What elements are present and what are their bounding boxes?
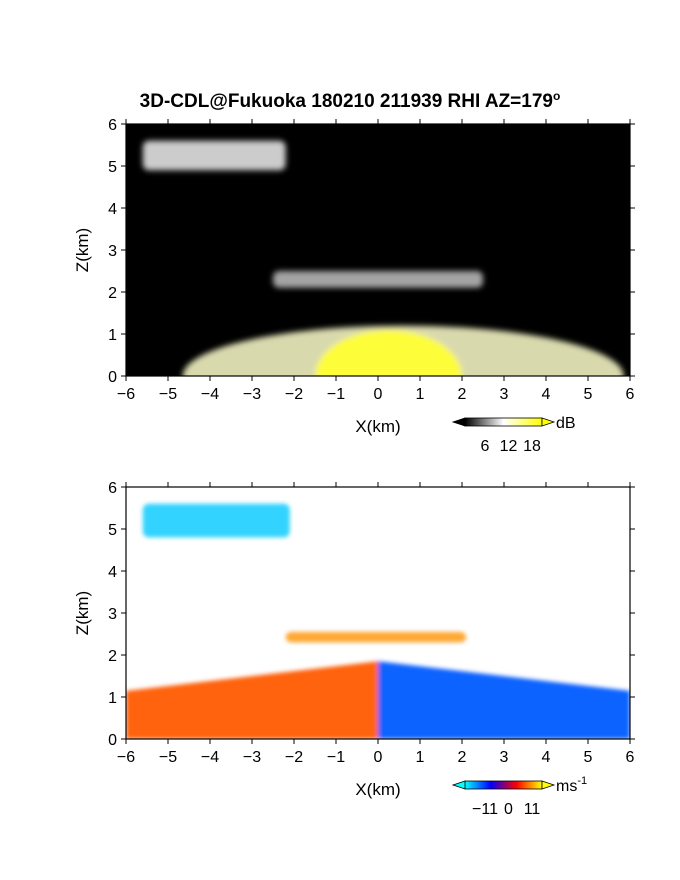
velocity-colorbar: ms-1 −11 0 11: [451, 775, 587, 818]
chart-title-text: 3D-CDL@Fukuoka 180210 211939 RHI AZ=179: [140, 91, 553, 112]
x-tick-label: −1: [327, 749, 345, 766]
colorbar-low-arrow: [451, 417, 466, 427]
x-tick-label: 0: [374, 749, 383, 766]
x-tick-label: −2: [285, 386, 303, 403]
x-tick-label: −2: [285, 749, 303, 766]
colorbar-unit-text: dB: [556, 415, 576, 432]
y-tick-label: 6: [108, 117, 117, 134]
reflectivity-echoes: [142, 140, 624, 376]
colorbar-tick-label: 11: [524, 801, 541, 818]
echo-region: [126, 661, 378, 739]
velocity-y-axis-label: Z(km): [73, 591, 92, 635]
colorbar-unit-text: ms: [556, 778, 577, 795]
x-tick-label: 5: [584, 749, 593, 766]
colorbar-ramp: [464, 780, 543, 790]
reflectivity-x-axis-label: X(km): [355, 417, 400, 436]
colorbar-tick-label: −11: [472, 801, 498, 818]
x-tick-label: 1: [416, 386, 425, 403]
colorbar-unit: dB: [556, 415, 576, 432]
x-tick-label: 4: [542, 386, 551, 403]
x-tick-label: −6: [117, 386, 135, 403]
reflectivity-axes: −6 −5 −4 −3 −2 −1 0 1 2 3 4 5 6 0 1 2 3 4 5 6: [108, 117, 635, 403]
x-tick-label: 4: [542, 749, 551, 766]
echo-region: [285, 631, 467, 643]
echo-region: [142, 503, 290, 538]
x-tick-label: 1: [416, 749, 425, 766]
y-tick-label: 3: [108, 606, 117, 623]
x-tick-label: −4: [201, 386, 219, 403]
velocity-x-axis-label: X(km): [355, 780, 400, 799]
y-tick-label: 1: [108, 327, 117, 344]
x-tick-label: 3: [500, 749, 509, 766]
x-tick-label: 6: [626, 749, 635, 766]
x-tick-label: −5: [159, 386, 177, 403]
x-tick-label: 6: [626, 386, 635, 403]
colorbar-ramp: [464, 417, 543, 427]
x-tick-label: 2: [458, 386, 467, 403]
colorbar-low-arrow: [451, 780, 466, 790]
y-tick-label: 6: [108, 480, 117, 497]
echo-region: [273, 271, 483, 288]
colorbar-tick-label: 12: [500, 438, 518, 455]
velocity-axes: −6 −5 −4 −3 −2 −1 0 1 2 3 4 5 6 0 1 2 3 4 5 6: [108, 480, 635, 766]
echo-region: [378, 661, 630, 739]
y-tick-label: 5: [108, 522, 117, 539]
y-tick-label: 3: [108, 243, 117, 260]
reflectivity-y-axis-label: Z(km): [73, 228, 92, 272]
velocity-panel: −6 −5 −4 −3 −2 −1 0 1 2 3 4 5 6 0 1 2 3 4 5 6 X(km) Z(km) m…: [73, 480, 635, 818]
reflectivity-colorbar: dB 6 12 18: [451, 415, 576, 455]
colorbar-unit: ms-1: [556, 775, 587, 795]
colorbar-high-arrow: [541, 780, 556, 790]
x-tick-label: 2: [458, 749, 467, 766]
y-tick-label: 0: [108, 732, 117, 749]
colorbar-tick-label: 0: [504, 801, 513, 818]
x-tick-label: −1: [327, 386, 345, 403]
colorbar-tick-label: 18: [523, 438, 541, 455]
x-tick-label: −6: [117, 749, 135, 766]
colorbar-unit-exponent: -1: [577, 775, 587, 787]
echo-region: [142, 140, 286, 171]
y-tick-label: 4: [108, 201, 117, 218]
y-tick-label: 2: [108, 285, 117, 302]
chart-title: 3D-CDL@Fukuoka 180210 211939 RHI AZ=179o: [140, 89, 561, 112]
x-tick-label: 0: [374, 386, 383, 403]
x-tick-label: −3: [243, 386, 261, 403]
colorbar-high-arrow: [541, 417, 556, 427]
x-tick-label: −4: [201, 749, 219, 766]
x-tick-label: −5: [159, 749, 177, 766]
y-tick-label: 5: [108, 159, 117, 176]
echo-region: [315, 329, 462, 376]
x-tick-label: 3: [500, 386, 509, 403]
colorbar-tick-label: 6: [481, 438, 490, 455]
y-tick-label: 4: [108, 564, 117, 581]
y-tick-label: 1: [108, 690, 117, 707]
y-tick-label: 0: [108, 369, 117, 386]
y-tick-label: 2: [108, 648, 117, 665]
velocity-echoes: [126, 503, 630, 739]
x-tick-label: 5: [584, 386, 593, 403]
x-tick-label: −3: [243, 749, 261, 766]
degree-symbol: o: [553, 89, 560, 103]
